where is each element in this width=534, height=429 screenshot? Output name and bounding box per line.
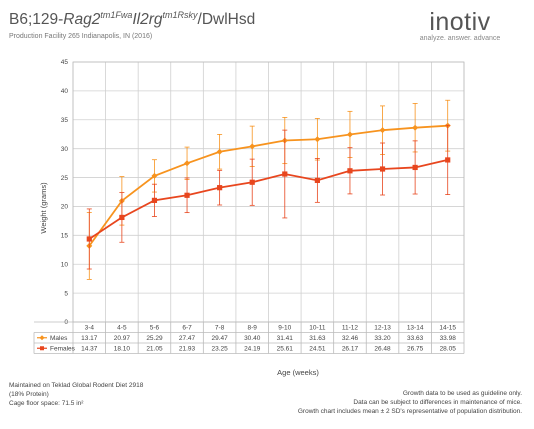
x-tick-label: 12-13 <box>374 325 391 332</box>
title-strain: B6;129- <box>9 11 64 29</box>
data-label-males: 31.41 <box>277 335 294 342</box>
logo-tagline: analyze. answer. advance <box>419 35 501 42</box>
y-tick-label: 45 <box>61 59 69 66</box>
y-axis-label: Weight (grams) <box>39 182 48 234</box>
title-gene-rag2: Rag2 <box>63 11 101 29</box>
disclaimer-notes: Growth data to be used as guideline only… <box>298 389 522 416</box>
y-tick-label: 20 <box>61 204 69 211</box>
data-label-females: 24.51 <box>309 346 326 353</box>
x-tick-label: 5-6 <box>150 325 160 332</box>
data-label-males: 33.98 <box>440 335 457 342</box>
data-point-females <box>412 164 418 171</box>
data-label-males: 13.17 <box>81 335 98 342</box>
data-label-females: 18.10 <box>114 346 131 353</box>
series-line-males <box>88 124 448 247</box>
data-point-females <box>445 157 451 163</box>
data-label-males: 31.63 <box>309 335 326 342</box>
data-label-females: 23.25 <box>211 346 228 353</box>
data-label-males: 32.46 <box>342 335 359 342</box>
x-tick-label: 13-14 <box>407 325 424 332</box>
title-gene-il2rg-allele: tm1Rsky <box>162 10 198 20</box>
disclaimer-line-3: Growth chart includes mean ± 2 SD's repr… <box>297 408 522 415</box>
data-point-females <box>86 236 92 242</box>
y-tick-label: 10 <box>61 261 69 268</box>
data-point-females <box>282 171 288 177</box>
data-point-males <box>216 148 223 155</box>
x-tick-label: 7-8 <box>215 325 225 332</box>
data-point-females <box>184 192 190 198</box>
data-point-males <box>249 143 256 150</box>
data-point-females <box>119 214 125 221</box>
x-tick-label: 3-4 <box>85 325 95 332</box>
legend-marker-females <box>40 346 44 351</box>
data-label-males: 25.29 <box>146 335 163 342</box>
x-tick-label: 10-11 <box>309 325 326 332</box>
data-label-females: 21.05 <box>146 346 163 353</box>
x-tick-label: 6-7 <box>182 325 192 332</box>
data-label-males: 33.63 <box>407 335 424 342</box>
x-tick-label: 4-5 <box>117 325 127 332</box>
data-label-females: 26.75 <box>407 346 424 353</box>
data-label-males: 27.47 <box>179 335 196 342</box>
legend-marker-males <box>39 335 45 341</box>
disclaimer-line-2: Data can be subject to differences in ma… <box>353 399 522 406</box>
x-axis-label: Age (weeks) <box>277 368 319 377</box>
data-label-females: 26.48 <box>374 346 391 353</box>
data-point-males <box>379 127 386 134</box>
chart-series <box>86 99 451 280</box>
data-label-females: 14.37 <box>81 346 98 353</box>
title-suffix: /DwlHsd <box>197 11 256 29</box>
y-tick-label: 0 <box>64 319 68 326</box>
data-point-females <box>314 177 320 183</box>
data-point-males <box>151 172 158 179</box>
y-tick-label: 25 <box>61 175 69 182</box>
data-label-females: 24.19 <box>244 346 261 353</box>
data-label-males: 30.40 <box>244 335 261 342</box>
data-label-females: 25.61 <box>277 346 294 353</box>
y-tick-label: 35 <box>61 117 69 124</box>
diet-notes: Maintained on Teklad Global Rodent Diet … <box>9 381 143 408</box>
title-gene-il2rg: Il2rg <box>132 11 163 29</box>
logo-wordmark: inotiv <box>429 8 491 36</box>
data-table: 3-4 4-5 5-6 6-7 7-8 8-9 9-10 10-11 11-12 12-13 13-… <box>33 321 465 354</box>
data-point-males <box>184 160 191 167</box>
data-point-females <box>151 197 158 203</box>
data-point-males <box>412 124 419 131</box>
y-tick-label: 5 <box>64 290 68 297</box>
y-tick-label: 30 <box>61 146 69 153</box>
legend-label-males: Males <box>50 335 68 342</box>
diet-note: Maintained on Teklad Global Rodent Diet … <box>9 382 144 389</box>
data-point-females <box>249 179 255 185</box>
chart-subtitle: Production Facility 265 Indianapolis, IN… <box>9 33 153 40</box>
x-tick-label: 8-9 <box>248 325 258 332</box>
data-point-males <box>346 131 353 138</box>
title-gene-rag2-allele: tm1Fwa <box>100 10 133 20</box>
chart-grid <box>72 61 465 323</box>
series-line-females <box>88 159 448 240</box>
data-label-males: 20.97 <box>114 335 131 342</box>
floor-space-note: Cage floor space: 71.5 in² <box>9 400 84 407</box>
y-tick-label: 40 <box>61 88 69 95</box>
y-tick-label: 15 <box>61 233 69 240</box>
x-tick-label: 9-10 <box>278 325 291 332</box>
data-point-females <box>379 166 386 172</box>
data-label-females: 28.05 <box>440 346 457 353</box>
brand-logo: inotiv analyze. answer. advance <box>400 8 520 43</box>
data-point-females <box>217 185 223 191</box>
data-point-males <box>314 136 321 143</box>
disclaimer-line-1: Growth data to be used as guideline only… <box>402 390 522 397</box>
legend-label-females: Females <box>50 346 76 353</box>
protein-note: (18% Protein) <box>9 391 49 398</box>
data-label-females: 26.17 <box>342 346 359 353</box>
data-label-males: 33.20 <box>374 335 391 342</box>
data-point-females <box>347 168 353 174</box>
x-tick-label: 14-15 <box>439 325 456 332</box>
data-label-females: 21.93 <box>179 346 196 353</box>
data-label-males: 29.47 <box>211 335 228 342</box>
chart-title: B6;129-Rag2tm1FwaIl2rgtm1Rsky/DwlHsd <box>9 10 255 29</box>
x-tick-label: 11-12 <box>342 325 359 332</box>
